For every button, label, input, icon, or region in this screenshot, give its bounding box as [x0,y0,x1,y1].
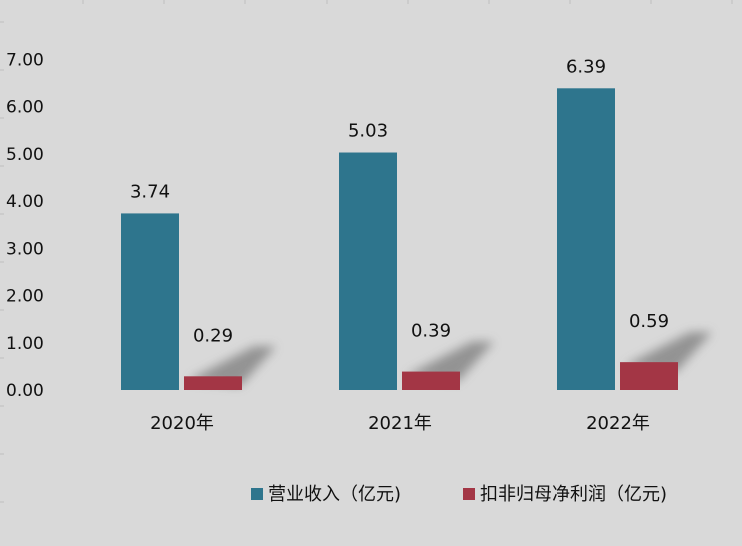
y-tick-label: 1.00 [6,334,44,354]
y-tick-label: 6.00 [6,98,44,118]
y-tick-label: 3.00 [6,239,44,259]
y-axis: 0.00 1.00 2.00 3.00 4.00 5.00 6.00 7.00 [6,51,44,402]
bar-revenue [557,88,615,390]
bar-net-profit [184,376,242,390]
bar-net-profit [620,362,678,390]
y-tick-label: 5.00 [6,145,44,165]
x-tick-label: 2022年 [586,413,650,434]
x-tick-label: 2021年 [368,413,432,434]
legend-label-revenue: 营业收入（亿元) [268,484,401,505]
background-cell-lines [0,0,733,503]
data-label: 3.74 [130,181,170,202]
data-label: 0.59 [629,311,669,332]
data-label: 0.39 [411,321,451,342]
y-tick-label: 2.00 [6,287,44,307]
bar-net-profit [402,371,460,390]
legend-swatch-revenue [251,488,263,500]
y-tick-label: 0.00 [6,381,44,401]
bar-revenue [339,152,397,390]
y-tick-label: 7.00 [6,51,44,71]
x-tick-label: 2020年 [150,413,214,434]
x-axis: 2020年 2021年 2022年 [150,413,650,434]
y-tick-label: 4.00 [6,192,44,212]
bar-revenue [121,213,179,390]
bars [121,88,678,390]
data-label: 6.39 [566,56,606,77]
data-labels: 3.74 5.03 6.39 0.29 0.39 0.59 [130,56,669,346]
data-label: 0.29 [193,325,233,346]
data-label: 5.03 [348,121,388,142]
legend-label-net-profit: 扣非归母净利润（亿元) [480,484,667,505]
legend-swatch-net-profit [463,488,475,500]
legend: 营业收入（亿元) 扣非归母净利润（亿元) [251,484,667,505]
